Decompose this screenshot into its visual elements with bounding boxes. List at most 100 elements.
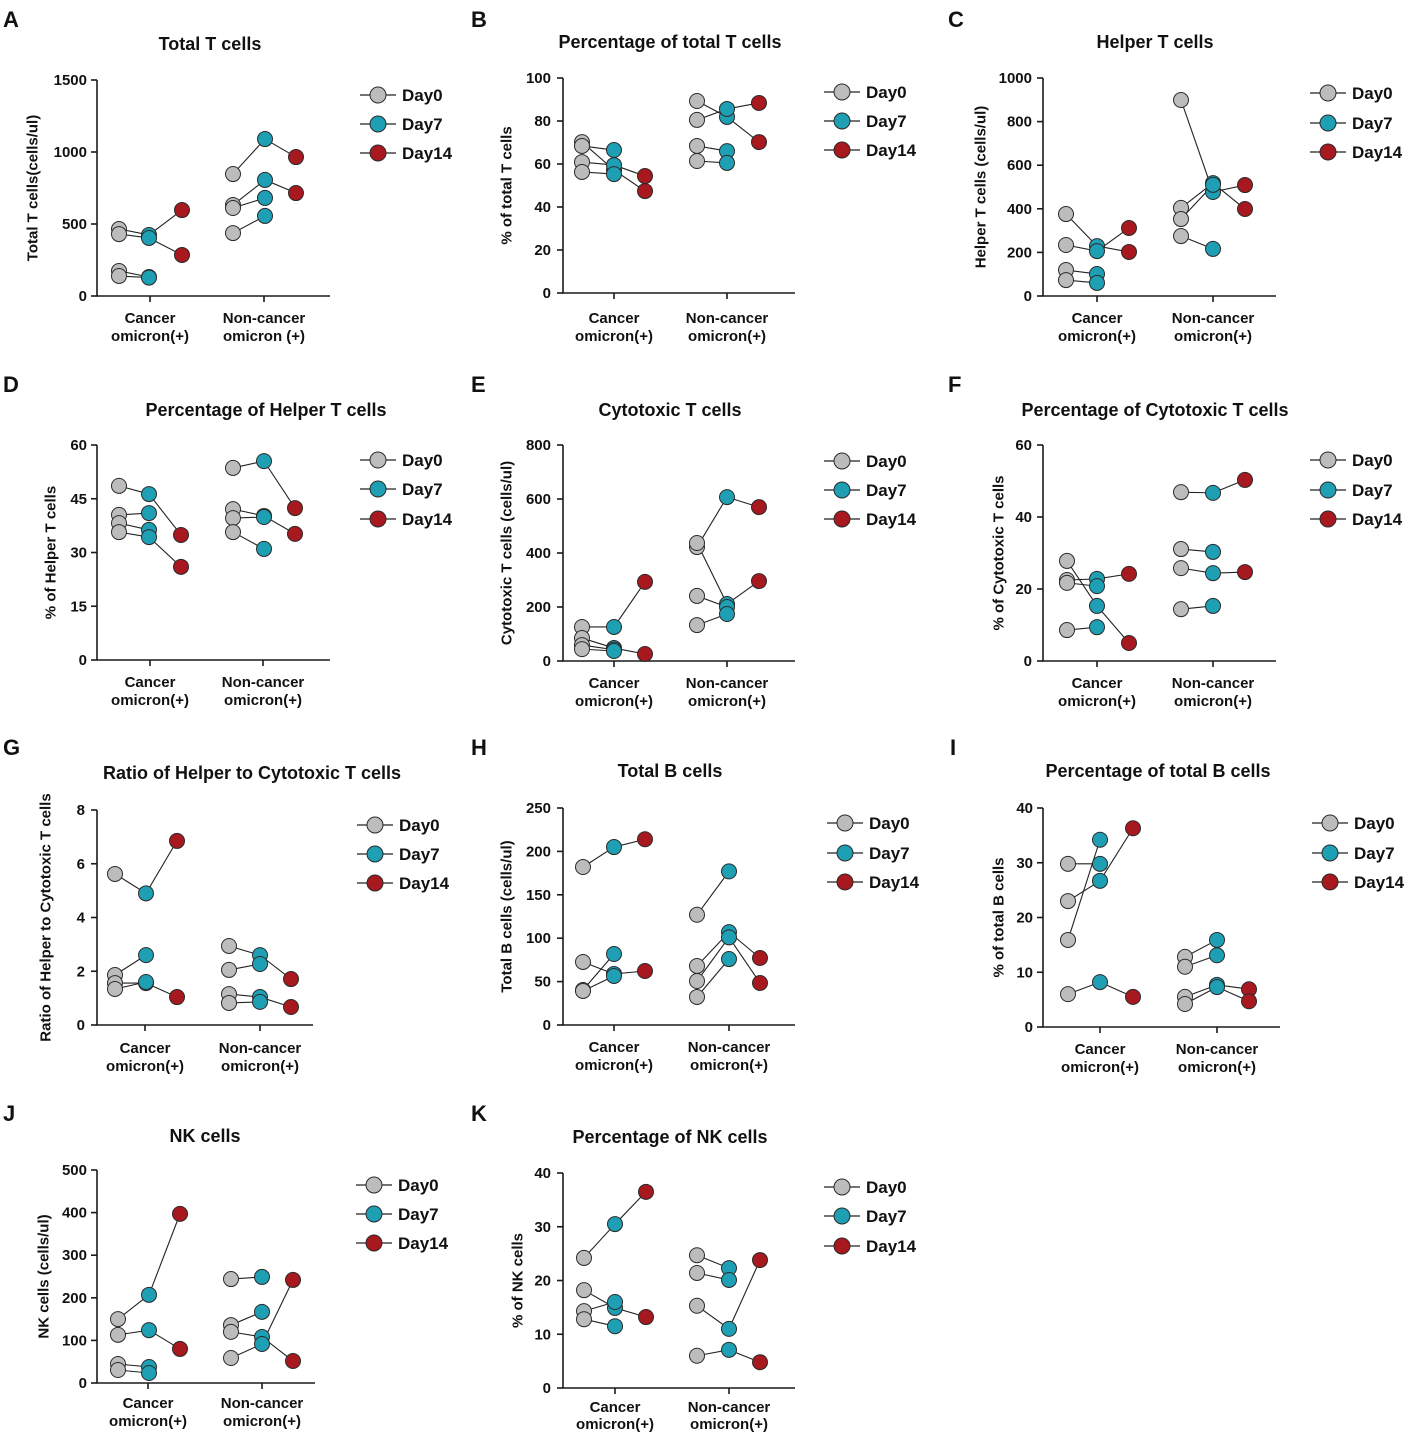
panel-a-legend-marker-day0 [369,86,387,104]
panel-k-point-cancer-day14-subject1 [638,1183,654,1200]
panel-d-point-non-cancer-day7-subject1 [256,453,272,470]
panel-d-connector-cancer-subject1-day7-to-day14 [148,493,182,536]
panel-d-point-cancer-day7-subject4 [141,529,157,546]
panel-a-legend-marker-day7 [369,115,387,133]
panel-d-y-tick-label: 30 [70,545,87,562]
panel-a-point-non-cancer-day14-subject1 [288,149,304,166]
panel-a-point-non-cancer-day0-subject4 [225,225,241,242]
panel-d-category-label-non-cancer: omicron(+) [224,692,302,709]
panel-k-category-label-non-cancer: Non-cancer [688,1399,771,1416]
panel-a-legend-label-day14: Day14 [402,144,453,163]
panel-j-point-cancer-day14-subject2 [172,1340,188,1357]
panel-c-y-tick-label: 600 [1007,157,1032,174]
panel-i-point-cancer-day7-subject2 [1092,872,1108,889]
panel-e: E Cytotoxic T cells Cytotoxic T cells (cel… [471,372,917,710]
panel-a-y-tick-label: 1000 [54,144,87,161]
panel-h-point-non-cancer-day14-subject3 [752,974,768,991]
panel-d-y-tick-label: 15 [70,598,87,615]
panel-k-point-cancer-day7-subject4 [607,1318,623,1335]
panel-g-y-tick-label: 2 [77,963,85,980]
panel-f-legend-label-day0: Day0 [1352,451,1393,470]
panel-h-connector-non-cancer-subject1-day0-to-day7 [696,871,730,916]
panel-j-legend-label-day7: Day7 [398,1205,439,1224]
panel-f-y-axis-label: % of Cytotoxic T cells [991,475,1008,630]
panel-j-point-cancer-day0-subject4 [110,1362,126,1379]
panel-g-legend-marker-day7 [366,845,384,863]
panel-k-point-non-cancer-day7-subject3 [721,1320,737,1337]
panel-a-point-non-cancer-day0-subject3 [225,200,241,217]
panel-k-point-non-cancer-day7-subject4 [721,1341,737,1358]
panel-d-category-label-cancer: Cancer [125,674,176,691]
panel-b-point-cancer-day7-subject4 [606,166,622,183]
panel-h-legend-marker-day7 [836,844,854,862]
panel-i-legend-label-day14: Day14 [1354,873,1405,892]
panel-h-y-tick-label: 250 [526,800,551,817]
panel-k-legend-label-day0: Day0 [866,1178,907,1197]
panel-g-y-axis-label: Ratio of Helper to Cytotoxic T cells [38,793,55,1041]
panel-e-y-tick-label: 800 [526,437,551,454]
panel-k-point-cancer-day14-subject2 [638,1309,654,1326]
panel-j-point-non-cancer-day0-subject4 [223,1349,239,1366]
panel-e-legend-marker-day14 [833,510,851,528]
panel-c-title: Helper T cells [1096,32,1213,52]
panel-d-letter: D [3,372,19,397]
panel-b-point-non-cancer-day7-subject4 [719,154,735,171]
panel-f-point-cancer-day0-subject4 [1059,622,1075,639]
panel-e-category-label-non-cancer: omicron(+) [688,693,766,710]
panel-i-point-non-cancer-day7-subject1 [1209,931,1225,948]
panel-i-y-tick-label: 30 [1016,855,1033,872]
panel-g-point-cancer-day7-subject4 [138,974,154,990]
panel-c-y-axis-label: Helper T cells (cells/ul) [973,106,990,269]
panel-i-point-cancer-day0-subject1 [1060,855,1076,872]
panel-f-point-cancer-day14-subject2 [1121,565,1137,582]
panel-f-point-cancer-day0-subject3 [1059,574,1075,591]
panel-i-point-non-cancer-day7-subject2 [1209,947,1225,964]
panel-a-legend-label-day0: Day0 [402,86,443,105]
panel-g-point-cancer-day0-subject1 [107,865,123,882]
panel-e-point-non-cancer-day0-subject3 [689,587,705,604]
panel-b-y-tick-label: 0 [543,285,551,302]
panel-b-legend-marker-day7 [833,112,851,130]
panel-b-point-cancer-day0-subject2 [574,137,590,154]
panel-h-legend-label-day0: Day0 [869,814,910,833]
panel-c-category-label-non-cancer: Non-cancer [1172,310,1255,327]
panel-g-point-non-cancer-day14-subject3 [283,998,299,1015]
panel-i-y-tick-label: 20 [1016,910,1033,927]
panel-a-category-label-non-cancer: omicron (+) [223,328,305,345]
panel-c-point-cancer-day7-subject4 [1089,274,1105,291]
panel-c-letter: C [948,7,964,32]
panel-k-point-cancer-day7-subject1 [607,1216,623,1233]
panel-d-point-non-cancer-day14-subject1 [287,500,303,517]
panel-c-point-non-cancer-day7-subject4 [1205,240,1221,257]
panel-f: F Percentage of Cytotoxic T cells % of Cyt… [948,372,1403,710]
panel-h: H Total B cells Total B cells (cells/ul) 0 5… [471,735,920,1074]
panel-i-connector-cancer-subject3-day0-to-day7 [1067,839,1101,941]
panel-j-point-non-cancer-day7-subject4 [254,1336,270,1353]
panel-c-point-non-cancer-day0-subject3 [1173,211,1189,228]
panel-e-legend-label-day7: Day7 [866,481,907,500]
panel-i-point-cancer-day7-subject4 [1092,974,1108,991]
panel-a-point-cancer-day0-subject2 [111,226,127,243]
panel-j-point-cancer-day0-subject1 [110,1311,126,1328]
panel-c-point-cancer-day7-subject2 [1089,243,1105,260]
panel-f-y-tick-label: 60 [1015,437,1032,454]
panel-b-title: Percentage of total T cells [558,32,781,52]
panel-d-point-non-cancer-day7-subject3 [256,509,272,526]
panel-c-point-non-cancer-day0-subject4 [1173,228,1189,245]
panel-c-point-cancer-day0-subject1 [1058,206,1074,223]
panel-k: K Percentage of NK cells % of NK cells 0 10 2… [471,1101,917,1433]
panel-g-point-non-cancer-day7-subject2 [252,955,268,972]
panel-g-point-non-cancer-day14-subject1 [283,971,299,988]
panel-j-connector-cancer-subject1-day7-to-day14 [148,1213,181,1296]
panel-b-y-tick-label: 80 [534,113,551,130]
panel-d-y-tick-label: 0 [79,652,87,669]
panel-b-point-cancer-day14-subject3 [637,168,653,185]
panel-j-point-cancer-day7-subject4 [141,1364,157,1381]
panel-f-category-label-non-cancer: Non-cancer [1172,675,1255,692]
panel-c-point-cancer-day14-subject1 [1121,243,1137,260]
panel-h-point-non-cancer-day0-subject4 [689,988,705,1005]
panel-i-point-cancer-day0-subject3 [1060,931,1076,948]
panel-d-point-non-cancer-day0-subject1 [225,459,241,476]
panel-e-category-label-cancer: omicron(+) [575,693,653,710]
panel-j-category-label-non-cancer: Non-cancer [221,1395,304,1412]
